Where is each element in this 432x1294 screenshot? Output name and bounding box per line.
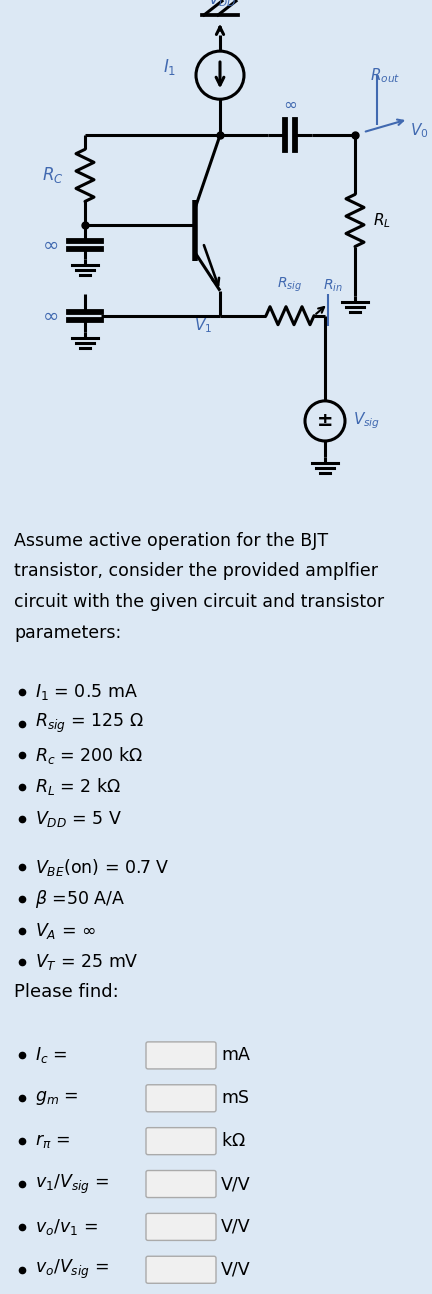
Text: $R_{out}$: $R_{out}$ — [370, 66, 400, 84]
Text: $R_{sig}$ = 125 $\Omega$: $R_{sig}$ = 125 $\Omega$ — [35, 712, 144, 735]
Text: V/V: V/V — [221, 1175, 251, 1193]
Text: circuit with the given circuit and transistor: circuit with the given circuit and trans… — [14, 593, 384, 611]
Text: k$\Omega$: k$\Omega$ — [221, 1132, 246, 1150]
Text: $I_c$ =: $I_c$ = — [35, 1046, 67, 1065]
FancyBboxPatch shape — [146, 1042, 216, 1069]
Text: $R_{sig}$: $R_{sig}$ — [277, 276, 302, 294]
Text: $R_L$: $R_L$ — [373, 211, 391, 230]
FancyBboxPatch shape — [146, 1127, 216, 1154]
Text: $\infty$: $\infty$ — [283, 96, 297, 114]
Text: $v_1/V_{sig}$ =: $v_1/V_{sig}$ = — [35, 1172, 109, 1196]
Text: $v_o/v_1$ =: $v_o/v_1$ = — [35, 1216, 98, 1237]
Text: $V_{DD}$ = 5 V: $V_{DD}$ = 5 V — [35, 809, 122, 828]
Text: $g_m$ =: $g_m$ = — [35, 1090, 79, 1108]
Text: Please find:: Please find: — [14, 983, 119, 1002]
Text: $V_0$: $V_0$ — [410, 120, 429, 140]
Text: $R_{in}$: $R_{in}$ — [323, 277, 343, 294]
Text: $V_{BE}$(on) = 0.7 V: $V_{BE}$(on) = 0.7 V — [35, 857, 170, 877]
Text: V/V: V/V — [221, 1218, 251, 1236]
Text: $v_o/V_{sig}$ =: $v_o/V_{sig}$ = — [35, 1258, 109, 1281]
Text: $I_1$: $I_1$ — [163, 57, 177, 78]
Text: $R_C$: $R_C$ — [42, 166, 64, 185]
Text: Assume active operation for the BJT: Assume active operation for the BJT — [14, 532, 328, 550]
FancyBboxPatch shape — [146, 1214, 216, 1241]
Text: $R_L$ = 2 k$\Omega$: $R_L$ = 2 k$\Omega$ — [35, 776, 121, 797]
Text: ±: ± — [317, 411, 333, 431]
Text: $V_{DD}$: $V_{DD}$ — [208, 0, 236, 9]
Text: $\infty$: $\infty$ — [42, 307, 58, 325]
FancyBboxPatch shape — [146, 1171, 216, 1197]
Text: transistor, consider the provided amplfier: transistor, consider the provided amplfi… — [14, 563, 378, 581]
Text: mA: mA — [221, 1047, 250, 1065]
Text: $V_T$ = 25 mV: $V_T$ = 25 mV — [35, 952, 139, 972]
Text: $V_1$: $V_1$ — [194, 316, 212, 335]
Text: $\beta$ =50 A/A: $\beta$ =50 A/A — [35, 888, 125, 910]
Text: $\infty$: $\infty$ — [42, 236, 58, 254]
Text: mS: mS — [221, 1090, 249, 1108]
FancyBboxPatch shape — [146, 1256, 216, 1284]
FancyBboxPatch shape — [146, 1084, 216, 1112]
Text: $V_A$ = $\infty$: $V_A$ = $\infty$ — [35, 920, 96, 941]
Text: V/V: V/V — [221, 1260, 251, 1278]
Text: parameters:: parameters: — [14, 624, 121, 642]
Text: $R_c$ = 200 k$\Omega$: $R_c$ = 200 k$\Omega$ — [35, 745, 143, 766]
Text: $I_1$ = 0.5 mA: $I_1$ = 0.5 mA — [35, 682, 138, 701]
Text: $r_\pi$ =: $r_\pi$ = — [35, 1132, 70, 1150]
Text: $V_{sig}$: $V_{sig}$ — [353, 410, 380, 431]
